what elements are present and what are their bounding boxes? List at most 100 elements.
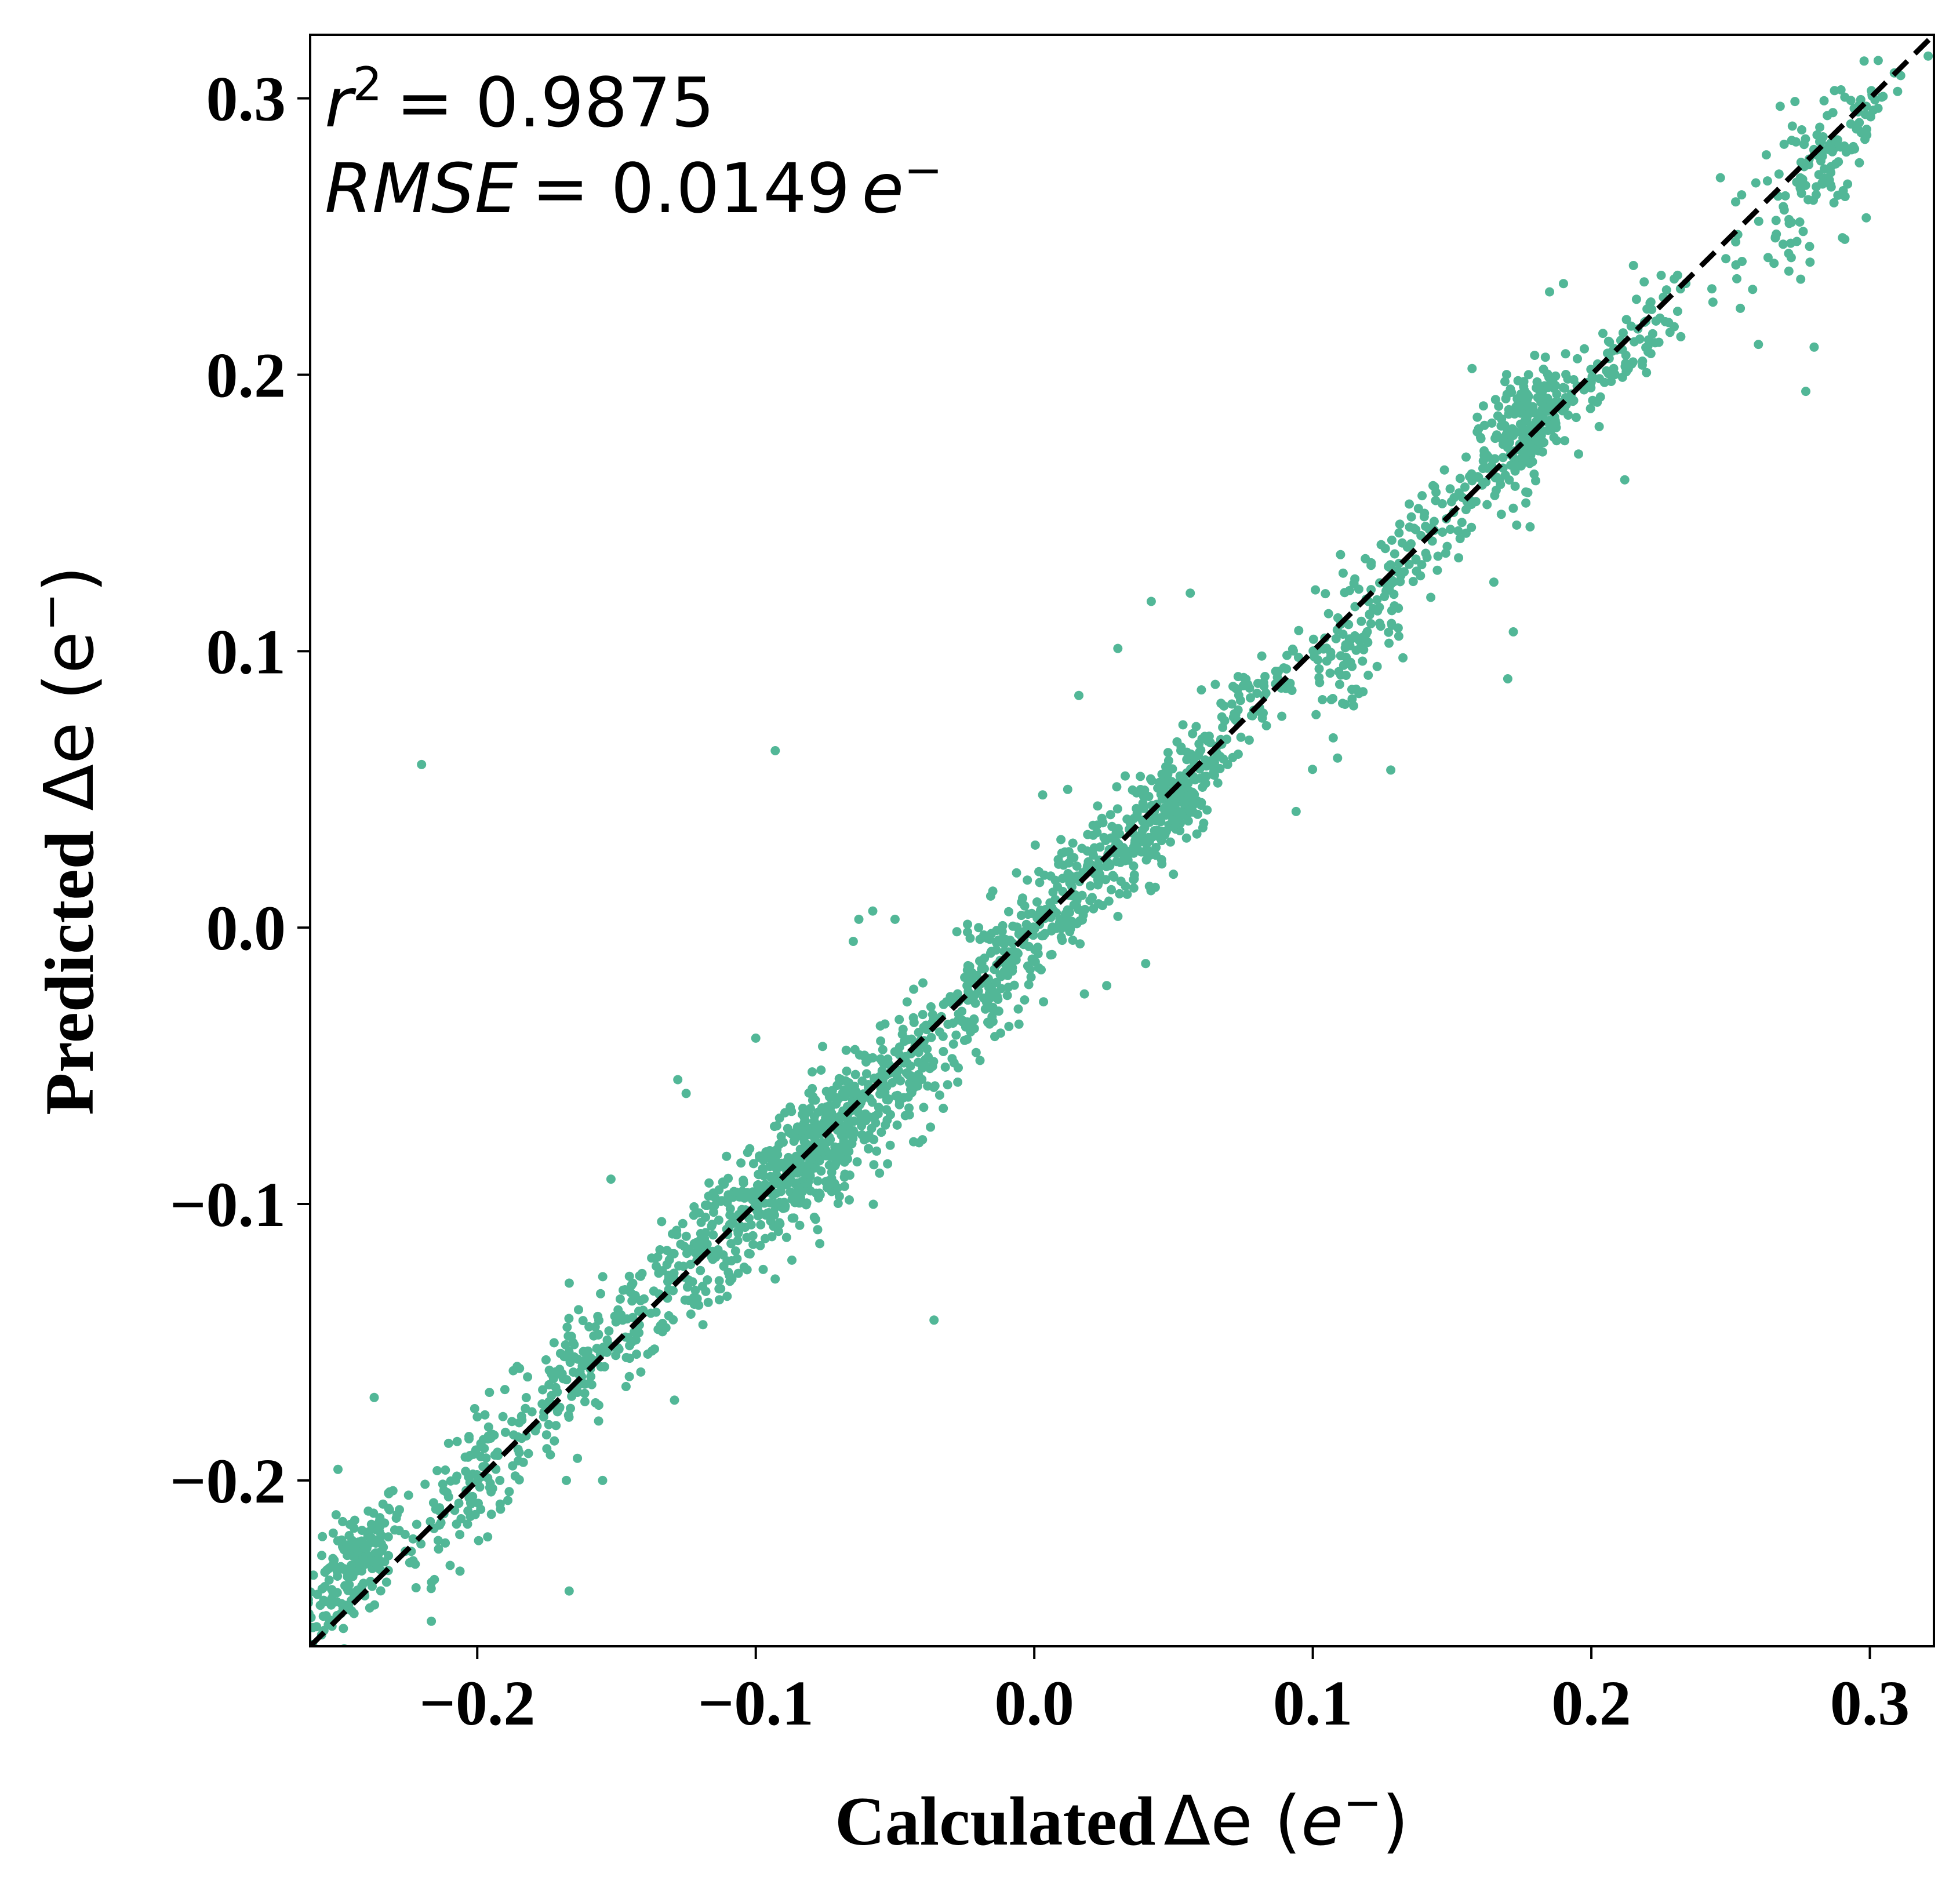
scatter-point: [1129, 874, 1139, 884]
scatter-point: [1069, 900, 1079, 910]
scatter-point: [485, 1483, 494, 1493]
scatter-point: [555, 1348, 565, 1358]
scatter-point: [454, 1498, 464, 1508]
scatter-point: [657, 1217, 667, 1227]
scatter-point: [649, 1286, 659, 1296]
rmse-annotation: RMSE = 0.0149 e−: [325, 143, 943, 228]
scatter-point: [331, 1510, 341, 1520]
scatter-point: [1586, 365, 1596, 374]
scatter-point: [1540, 393, 1550, 403]
scatter-point: [1194, 739, 1204, 749]
scatter-point: [714, 1276, 724, 1286]
scatter-point: [1376, 621, 1386, 631]
scatter-point: [1192, 809, 1202, 819]
scatter-point: [848, 937, 858, 946]
scatter-point: [1095, 842, 1105, 852]
scatter-point: [426, 1516, 435, 1526]
scatter-point: [1598, 329, 1608, 339]
scatter-point: [856, 1093, 866, 1103]
scatter-point: [842, 1066, 852, 1076]
scatter-point: [290, 1589, 299, 1598]
scatter-point: [814, 1193, 824, 1203]
scatter-point: [1426, 592, 1436, 602]
scatter-point: [632, 1349, 641, 1359]
scatter-point: [549, 1338, 559, 1348]
scatter-point: [468, 1469, 478, 1479]
scatter-point: [1183, 816, 1193, 826]
scatter-point: [1282, 664, 1292, 674]
scatter-point: [1549, 432, 1559, 442]
scatter-point: [599, 1362, 609, 1372]
scatter-point: [461, 1467, 471, 1476]
scatter-point: [774, 1218, 784, 1228]
scatter-point: [1621, 315, 1631, 325]
scatter-point: [878, 1045, 888, 1054]
scatter-point: [1828, 108, 1838, 118]
scatter-point: [1063, 869, 1073, 878]
scatter-point: [293, 1639, 302, 1648]
scatter-point: [1386, 765, 1396, 775]
scatter-point: [1026, 972, 1036, 982]
scatter-point: [852, 1157, 862, 1167]
scatter-point: [792, 1122, 802, 1132]
scatter-point: [1531, 476, 1540, 486]
scatter-point: [802, 1198, 812, 1208]
scatter-point: [1227, 699, 1237, 709]
scatter-point: [771, 1199, 780, 1209]
scatter-point: [1500, 420, 1510, 430]
scatter-point: [515, 1363, 525, 1373]
scatter-point: [974, 923, 984, 933]
scatter-point: [1467, 522, 1477, 532]
scatter-point: [943, 1080, 952, 1090]
scatter-point: [472, 1412, 482, 1422]
scatter-point: [1007, 964, 1017, 974]
scatter-point: [1809, 342, 1819, 352]
scatter-point: [1178, 720, 1188, 730]
scatter-point: [957, 1006, 967, 1016]
scatter-point: [1540, 352, 1550, 362]
scatter-point: [809, 1212, 819, 1222]
scatter-point: [1672, 270, 1682, 280]
scatter-point: [876, 1036, 886, 1046]
scatter-point: [1602, 366, 1612, 376]
scatter-point: [1192, 829, 1202, 839]
scatter-point: [772, 1188, 781, 1198]
scatter-point: [1453, 526, 1463, 536]
scatter-point: [1112, 782, 1122, 792]
scatter-point: [652, 1261, 661, 1271]
scatter-point: [452, 1436, 462, 1446]
scatter-point: [1068, 838, 1078, 848]
scatter-point: [602, 1335, 612, 1345]
scatter-point: [894, 1100, 904, 1110]
scatter-point: [611, 1351, 621, 1361]
scatter-point: [1150, 826, 1159, 835]
y-tick-label: −0.1: [170, 1169, 286, 1240]
scatter-point: [986, 891, 995, 901]
scatter-point: [1321, 589, 1330, 599]
scatter-point: [504, 1487, 514, 1497]
scatter-point: [1132, 788, 1141, 798]
scatter-point: [1524, 409, 1534, 419]
scatter-point: [744, 1249, 754, 1258]
scatter-point: [475, 1482, 485, 1492]
scatter-point: [890, 914, 900, 924]
scatter-point: [443, 1492, 453, 1502]
scatter-point: [751, 1033, 761, 1043]
scatter-point: [1234, 690, 1243, 700]
scatter-point: [1001, 934, 1010, 944]
scatter-point: [1338, 568, 1348, 578]
scatter-point: [1441, 548, 1450, 558]
scatter-point: [1586, 403, 1595, 413]
scatter-point: [815, 1124, 825, 1134]
scatter-point: [1508, 627, 1518, 636]
scatter-point: [920, 1060, 930, 1070]
x-axis-ticks: −0.2 −0.1 0.0 0.1 0.2 0.3: [419, 1646, 1910, 1738]
scatter-point: [1311, 585, 1321, 595]
scatter-point: [714, 1295, 724, 1305]
scatter-point: [579, 1347, 588, 1356]
scatter-point: [631, 1335, 641, 1345]
scatter-point: [1024, 980, 1034, 990]
scatter-point: [769, 1207, 779, 1217]
scatter-point: [1372, 661, 1382, 671]
scatter-point: [564, 1586, 574, 1596]
